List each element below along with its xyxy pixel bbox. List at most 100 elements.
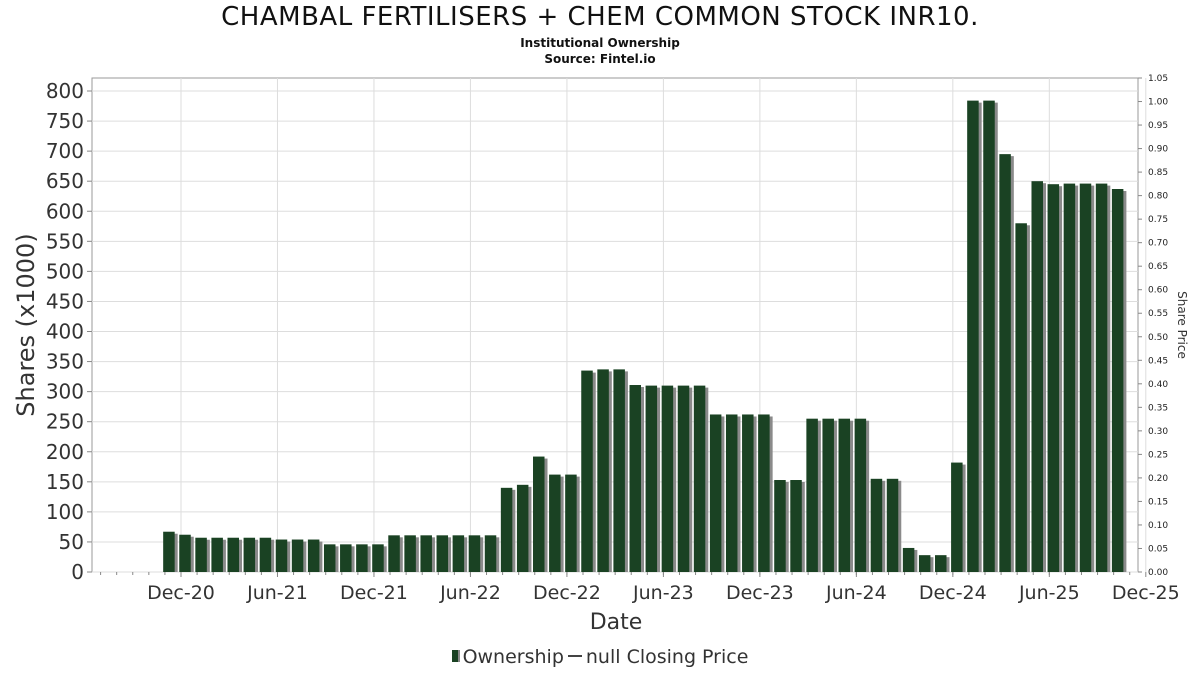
y-tick-label: 500 xyxy=(46,259,84,283)
ownership-bar xyxy=(758,414,770,572)
ownership-bar xyxy=(565,474,577,572)
ownership-bar xyxy=(420,535,432,572)
ownership-bar xyxy=(886,478,899,572)
ownership-bar xyxy=(500,487,513,572)
axis-layer: 0 50 100 150 200 250 300 350 400 450 500 550 600 650 7… xyxy=(46,74,1180,604)
ownership-bar xyxy=(227,537,239,572)
ownership-bar xyxy=(356,544,368,572)
ownership-bar xyxy=(1111,189,1124,572)
ownership-bar xyxy=(195,537,207,572)
y-tick-label: 450 xyxy=(46,289,84,313)
ownership-bar xyxy=(693,385,706,572)
ownership-bar xyxy=(307,539,320,572)
y2-tick-label: 0.30 xyxy=(1148,427,1168,437)
ownership-bar xyxy=(275,539,288,572)
y2-tick-label: 0.70 xyxy=(1148,239,1168,249)
chart-legend: Ownership null Closing Price xyxy=(0,646,1200,668)
ownership-bar xyxy=(629,385,641,572)
y2-tick-label: 0.40 xyxy=(1148,380,1168,390)
y2-tick-label: 0.90 xyxy=(1148,145,1168,155)
y-tick-label: 0 xyxy=(71,560,84,584)
y2-tick-label: 1.00 xyxy=(1148,98,1168,108)
ownership-bar xyxy=(790,480,802,572)
ownership-bar xyxy=(404,535,416,572)
ownership-bar xyxy=(1063,183,1076,572)
ownership-bar xyxy=(291,539,304,572)
y-axis-title: Shares (x1000) xyxy=(12,233,40,416)
ownership-bar xyxy=(1047,184,1060,572)
chart-title: CHAMBAL FERTILISERS + CHEM COMMON STOCK … xyxy=(221,2,979,32)
ownership-bar xyxy=(838,418,851,572)
ownership-bar xyxy=(806,418,818,572)
y-tick-label: 800 xyxy=(46,79,84,103)
y-tick-label: 200 xyxy=(46,440,84,464)
chart-source: Source: Fintel.io xyxy=(544,52,656,66)
y-tick-label: 300 xyxy=(46,380,84,404)
y2-tick-label: 0.35 xyxy=(1148,403,1168,413)
x-axis-title: Date xyxy=(590,610,643,635)
y2-tick-label: 0.10 xyxy=(1148,521,1168,531)
ownership-bar xyxy=(725,414,738,572)
y-tick-label: 700 xyxy=(46,139,84,163)
y2-tick-label: 0.05 xyxy=(1148,544,1168,554)
y2-tick-label: 0.20 xyxy=(1148,474,1168,484)
y-tick-label: 650 xyxy=(46,169,84,193)
ownership-bar xyxy=(1095,183,1108,572)
y-tick-label: 150 xyxy=(46,470,84,494)
x-tick-label: Jun-23 xyxy=(632,582,694,604)
y-tick-label: 400 xyxy=(46,320,84,344)
ownership-bar xyxy=(484,535,497,572)
ownership-bar xyxy=(516,484,529,572)
x-tick-label: Dec-25 xyxy=(1112,582,1180,604)
y2-axis-title: Share Price xyxy=(1175,291,1189,359)
ownership-legend-label: Ownership xyxy=(462,646,564,668)
ownership-bar xyxy=(259,537,272,572)
ownership-bar xyxy=(436,535,449,572)
ownership-bar xyxy=(1079,183,1092,572)
y-tick-label: 750 xyxy=(46,109,84,133)
ownership-bar xyxy=(452,535,465,572)
ownership-bar xyxy=(211,537,223,572)
ownership-bar xyxy=(902,547,915,572)
x-tick-label: Jun-21 xyxy=(246,582,308,604)
bar-layer xyxy=(163,100,1127,573)
y-tick-label: 250 xyxy=(46,410,84,434)
y-tick-label: 600 xyxy=(46,199,84,223)
y-tick-label: 550 xyxy=(46,229,84,253)
x-tick-label: Jun-22 xyxy=(439,582,501,604)
chart-subtitle: Institutional Ownership xyxy=(520,36,680,50)
ownership-bar xyxy=(1015,223,1027,572)
x-tick-label: Jun-24 xyxy=(825,582,887,604)
ownership-bar xyxy=(613,369,625,572)
y2-tick-label: 0.85 xyxy=(1148,168,1168,178)
ownership-bar xyxy=(661,385,674,572)
ownership-bar xyxy=(967,100,979,573)
y2-tick-label: 1.05 xyxy=(1148,74,1168,84)
y-tick-label: 100 xyxy=(46,500,84,524)
ownership-bar xyxy=(388,535,400,572)
y2-tick-label: 0.45 xyxy=(1148,356,1168,366)
x-tick-label: Jun-25 xyxy=(1018,582,1080,604)
ownership-bar xyxy=(983,100,995,573)
ownership-legend-swatch xyxy=(451,649,460,662)
y2-tick-label: 0.75 xyxy=(1148,215,1168,225)
ownership-bar xyxy=(822,418,834,572)
price-legend-label: null Closing Price xyxy=(585,646,749,668)
ownership-bar xyxy=(1031,181,1043,572)
ownership-bar xyxy=(468,535,481,572)
y2-tick-label: 0.25 xyxy=(1148,450,1168,460)
ownership-bar xyxy=(951,462,963,572)
y2-tick-label: 0.00 xyxy=(1148,568,1168,578)
y2-tick-label: 0.95 xyxy=(1148,121,1168,131)
y-tick-label: 50 xyxy=(59,530,84,554)
ownership-bar xyxy=(533,456,545,572)
x-tick-label: Dec-20 xyxy=(147,582,215,604)
ownership-bar xyxy=(179,534,191,572)
ownership-bar xyxy=(645,385,658,572)
x-tick-label: Dec-24 xyxy=(919,582,987,604)
y2-tick-label: 0.50 xyxy=(1148,333,1168,343)
ownership-bar xyxy=(774,480,786,572)
y-tick-label: 350 xyxy=(46,350,84,374)
ownership-bar xyxy=(854,418,867,572)
